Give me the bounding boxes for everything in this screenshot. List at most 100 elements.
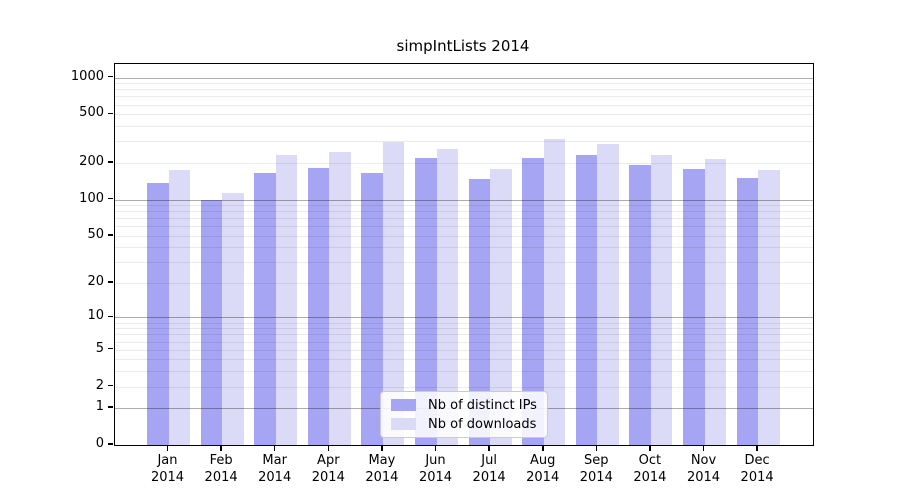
x-tick-jan — [166, 445, 169, 451]
chart-title: simpIntLists 2014 — [396, 37, 530, 55]
bar-downloads-mar — [275, 155, 298, 445]
gridline-major-100 — [115, 199, 813, 201]
gridline-minor-40 — [115, 247, 813, 249]
x-tick-label-nov: Nov 2014 — [686, 453, 721, 485]
legend-swatch-downloads-icon — [391, 418, 416, 430]
y-tick-100 — [108, 197, 113, 200]
y-tick-label-1: 1 — [95, 399, 104, 415]
y-tick-label-200: 200 — [79, 153, 104, 169]
x-tick-apr — [327, 445, 330, 451]
gridline-minor-9 — [115, 322, 813, 324]
y-tick-500 — [108, 112, 113, 114]
x-tick-label-sep: Sep 2014 — [579, 453, 613, 485]
y-tick-2 — [108, 384, 113, 387]
gridline-minor-800 — [115, 89, 813, 91]
gridline-major-10 — [115, 317, 813, 319]
x-tick-label-mar: Mar 2014 — [258, 453, 292, 485]
bar-downloads-may — [382, 141, 405, 445]
bar-distinct-ips-jan — [147, 183, 169, 445]
gridline-minor-300 — [115, 141, 813, 143]
plot-area — [114, 63, 814, 446]
x-tick-label-aug: Aug 2014 — [526, 453, 560, 485]
gridline-minor-70 — [115, 218, 813, 220]
x-tick-label-dec: Dec 2014 — [740, 453, 774, 485]
gridline-minor-400 — [115, 126, 813, 128]
bar-distinct-ips-jul — [468, 178, 491, 445]
x-tick-label-jun: Jun 2014 — [418, 453, 453, 485]
x-tick-label-oct: Oct 2014 — [633, 453, 667, 485]
bar-downloads-jun — [436, 148, 458, 445]
y-tick-200 — [108, 161, 113, 163]
bar-downloads-sep — [597, 144, 619, 445]
y-tick-20 — [108, 281, 113, 283]
gridline-minor-900 — [115, 83, 813, 85]
x-tick-feb — [220, 445, 222, 451]
bar-distinct-ips-jun — [415, 158, 437, 445]
x-tick-mar — [273, 445, 276, 451]
x-tick-nov — [702, 445, 705, 451]
gridline-minor-20 — [115, 283, 813, 284]
bar-downloads-aug — [543, 138, 566, 445]
y-tick-1 — [108, 406, 113, 408]
bar-distinct-ips-feb — [200, 199, 223, 445]
y-tick-50 — [108, 234, 113, 236]
y-tick-label-100: 100 — [79, 190, 104, 206]
gridline-minor-7 — [115, 334, 813, 336]
gridline-minor-8 — [115, 328, 813, 330]
x-tick-dec — [756, 445, 758, 451]
y-tick-5 — [108, 347, 113, 350]
legend-item-distinct-ips: Nb of distinct IPs — [391, 397, 537, 413]
bar-downloads-nov — [704, 159, 726, 445]
x-tick-label-apr: Apr 2014 — [311, 453, 345, 485]
bar-distinct-ips-nov — [683, 169, 705, 445]
legend: Nb of distinct IPs Nb of downloads — [380, 391, 548, 438]
x-tick-aug — [542, 445, 544, 451]
gridline-minor-200 — [115, 162, 813, 164]
bar-downloads-apr — [329, 151, 351, 445]
bar-distinct-ips-apr — [307, 167, 330, 445]
x-tick-label-feb: Feb 2014 — [204, 453, 238, 485]
y-tick-label-500: 500 — [79, 105, 104, 121]
y-tick-label-5: 5 — [95, 340, 104, 356]
gridline-minor-600 — [115, 104, 813, 106]
gridline-minor-30 — [115, 262, 813, 264]
y-tick-1000 — [108, 75, 113, 78]
gridline-minor-6 — [115, 341, 813, 343]
bar-distinct-ips-oct — [629, 165, 651, 445]
bar-distinct-ips-aug — [522, 158, 544, 445]
legend-item-downloads: Nb of downloads — [391, 416, 537, 432]
legend-swatch-distinct-ips-icon — [391, 399, 416, 411]
gridline-minor-80 — [115, 211, 813, 213]
gridline-minor-700 — [115, 96, 813, 98]
x-tick-sep — [595, 445, 597, 451]
y-tick-10 — [108, 315, 113, 318]
bar-distinct-ips-may — [361, 173, 383, 445]
x-tick-oct — [649, 445, 651, 451]
x-tick-jun — [434, 445, 437, 451]
y-tick-0 — [108, 443, 113, 445]
gridline-minor-4 — [115, 359, 813, 361]
y-tick-label-10: 10 — [87, 308, 104, 324]
gridline-minor-90 — [115, 205, 813, 206]
y-tick-label-2: 2 — [95, 377, 104, 393]
bar-distinct-ips-dec — [736, 178, 759, 445]
gridline-major-1000 — [115, 77, 813, 79]
gridline-minor-3 — [115, 371, 813, 373]
bar-downloads-oct — [650, 155, 673, 445]
bar-distinct-ips-sep — [575, 155, 598, 445]
x-tick-jul — [488, 445, 490, 451]
bar-downloads-feb — [222, 192, 244, 445]
x-tick-may — [381, 445, 383, 451]
gridline-minor-50 — [115, 235, 813, 237]
y-tick-label-1000: 1000 — [70, 68, 104, 84]
y-tick-label-0: 0 — [95, 436, 104, 451]
y-tick-label-50: 50 — [87, 226, 104, 242]
gridline-minor-60 — [115, 226, 813, 228]
y-tick-label-20: 20 — [87, 274, 104, 289]
bar-downloads-jan — [168, 169, 190, 445]
gridline-minor-5 — [115, 349, 813, 351]
bar-downloads-jul — [490, 168, 512, 445]
gridline-minor-2 — [115, 386, 813, 388]
legend-label-downloads: Nb of downloads — [428, 416, 537, 432]
